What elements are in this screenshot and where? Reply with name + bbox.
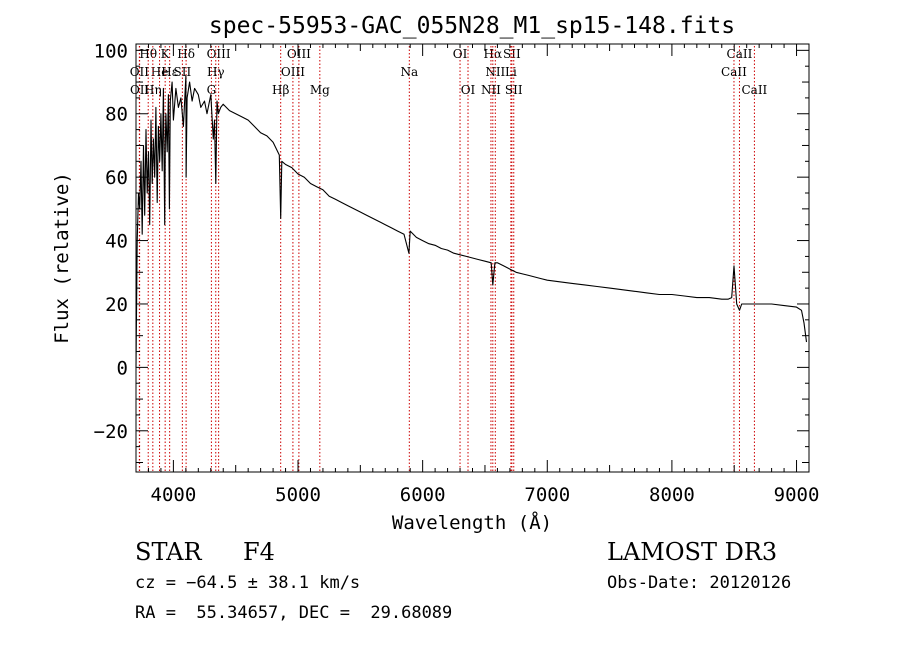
spectral-line-label: OII — [130, 83, 150, 97]
y-tick-label: 0 — [117, 357, 128, 379]
spectral-line-label: OI — [461, 83, 476, 97]
spectral-line-label: Hδ — [177, 47, 195, 61]
coordinates: RA = 55.34657, DEC = 29.68089 — [135, 603, 453, 623]
x-tick-label: 7000 — [524, 484, 570, 506]
spectral-line-label: CaII — [727, 47, 753, 61]
spectral-line-label: OI — [453, 47, 468, 61]
spectral-line-label: OIII — [207, 47, 231, 61]
spectral-line-label: CaII — [741, 83, 767, 97]
spectral-line-label: Li — [505, 65, 517, 79]
axes: 4000 5000 6000 7000 8000 9000 −20 0 20 40 60 80 100 — [94, 40, 820, 506]
object-subclass: F4 — [243, 538, 275, 566]
x-axis-title: Wavelength (Å) — [392, 511, 552, 534]
y-tick-label: −20 — [94, 421, 128, 443]
spectral-line-label: G — [207, 83, 217, 97]
x-tick-label: 4000 — [151, 484, 197, 506]
object-class: STAR — [135, 538, 202, 566]
spectral-line-label: Hθ — [139, 47, 157, 61]
spectrum-series — [135, 75, 808, 368]
spectral-line-label: K — [161, 47, 171, 61]
x-tick-label: 9000 — [774, 484, 820, 506]
y-tick-label: 60 — [105, 167, 128, 189]
survey-name: LAMOST DR3 — [607, 538, 778, 566]
y-tick-label: 100 — [94, 40, 128, 62]
redshift-value: cz = −64.5 ± 38.1 km/s — [135, 573, 361, 593]
x-tick-label: 8000 — [649, 484, 695, 506]
spectrum-line-spectrum — [135, 75, 808, 368]
y-tick-label: 80 — [105, 104, 128, 126]
observation-date: Obs-Date: 20120126 — [607, 573, 792, 593]
spectral-line-label: Hβ — [272, 83, 289, 97]
x-tick-label: 6000 — [400, 484, 446, 506]
spectral-line-label: Hγ — [207, 65, 225, 79]
spectral-line-label: Hα — [484, 47, 503, 61]
y-axis-title: Flux (relative) — [51, 172, 73, 344]
spectral-line-label: CaII — [721, 65, 747, 79]
spectral-line-label: SII — [174, 65, 192, 79]
x-tick-label: 5000 — [275, 484, 321, 506]
spectral-line-label: NII — [481, 83, 501, 97]
y-tick-label: 40 — [105, 231, 128, 253]
spectral-line-label: He — [151, 65, 169, 79]
spectral-line-label: OIII — [287, 47, 311, 61]
spectral-line-label: Hη — [144, 83, 162, 97]
spectral-line-label: Hε — [161, 65, 178, 79]
spectral-line-label: NII — [485, 65, 505, 79]
spectral-line-label: SII — [503, 47, 521, 61]
plot-frame — [135, 43, 810, 473]
spectral-line-label: SII — [505, 83, 523, 97]
spectral-line-label: Mg — [310, 83, 330, 97]
spectral-line-label: OIII — [281, 65, 305, 79]
y-tick-label: 20 — [105, 294, 128, 316]
spectral-line-label: Na — [400, 65, 418, 79]
chart-title: spec-55953-GAC_055N28_M1_sp15-148.fits — [209, 13, 735, 39]
